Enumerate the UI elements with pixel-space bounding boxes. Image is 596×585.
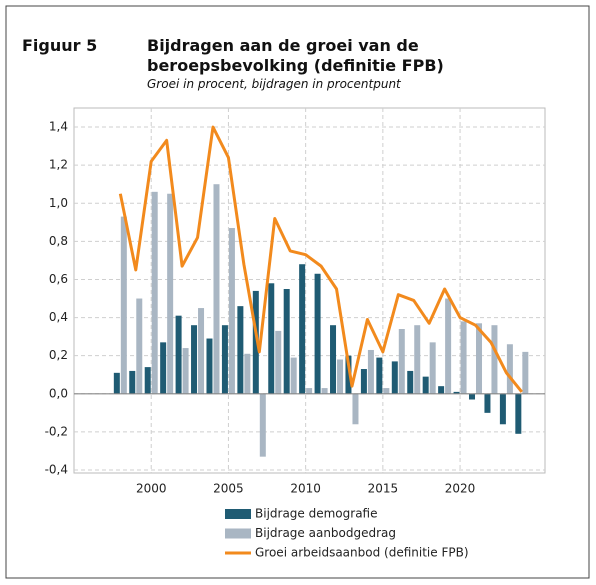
x-tick-label: 2015	[368, 482, 399, 496]
bar	[136, 298, 143, 394]
bar	[252, 290, 259, 394]
bar	[144, 367, 151, 394]
bar	[160, 342, 167, 394]
bar	[352, 393, 359, 425]
legend-swatch	[225, 509, 251, 519]
bar	[398, 329, 405, 394]
bar	[306, 388, 313, 394]
bar	[228, 228, 235, 394]
bar	[476, 323, 483, 394]
x-tick-label: 2005	[213, 482, 244, 496]
legend-label: Bijdrage demografie	[255, 507, 378, 521]
y-tick-label: 0,2	[49, 348, 68, 362]
legend-label: Bijdrage aanbodgedrag	[255, 526, 396, 540]
bar	[499, 393, 506, 425]
x-tick-label: 2020	[445, 482, 476, 496]
bar	[321, 388, 328, 394]
bar	[491, 325, 498, 394]
bar	[113, 372, 120, 394]
bar	[175, 315, 182, 394]
x-tick-label: 2000	[136, 482, 167, 496]
bar	[383, 388, 390, 394]
bar	[506, 344, 513, 394]
y-tick-label: 0,4	[49, 310, 68, 324]
bar	[290, 357, 297, 394]
bar	[206, 338, 213, 394]
y-tick-label: -0,2	[45, 424, 68, 438]
bar	[469, 393, 476, 400]
bar	[438, 386, 445, 394]
bar	[283, 289, 290, 394]
bar	[515, 393, 522, 434]
y-tick-label: 1,0	[49, 196, 68, 210]
bar	[337, 359, 344, 394]
chart-subtitle: Groei in procent, bijdragen in procentpu…	[147, 77, 401, 91]
bar	[167, 193, 174, 394]
bar	[345, 355, 352, 394]
bar	[129, 370, 136, 394]
chart-title: Bijdragen aan de groei van de beroepsbev…	[147, 36, 444, 75]
y-tick-label: -0,4	[45, 463, 68, 477]
bar	[453, 391, 460, 394]
bar	[407, 370, 414, 394]
legend-label: Groei arbeidsaanbod (definitie FPB)	[255, 546, 469, 560]
bar	[221, 325, 228, 394]
bar	[120, 216, 127, 394]
bar	[422, 376, 429, 394]
bar	[314, 273, 321, 394]
bar	[237, 306, 244, 394]
line	[118, 125, 524, 393]
x-tick-label: 2010	[290, 482, 321, 496]
bar	[275, 330, 282, 394]
y-tick-label: 0,0	[49, 386, 68, 400]
bar	[522, 351, 529, 394]
bar	[376, 357, 383, 394]
bar	[445, 298, 452, 394]
bar	[191, 325, 198, 394]
bar	[414, 325, 421, 394]
bar	[213, 184, 220, 394]
legend-swatch	[225, 528, 251, 539]
y-tick-label: 0,8	[49, 234, 68, 248]
bar	[259, 393, 266, 457]
bar	[244, 353, 251, 394]
bar	[268, 283, 275, 394]
bar	[460, 321, 467, 394]
bar	[330, 325, 337, 394]
bar	[429, 342, 436, 394]
bar	[484, 393, 491, 413]
y-tick-label: 1,2	[49, 158, 68, 172]
figure-label: Figuur 5	[22, 36, 98, 55]
plot-frame	[73, 107, 546, 474]
bar	[182, 348, 189, 394]
bar	[360, 369, 367, 394]
y-tick-label: 1,4	[49, 120, 68, 134]
bar	[391, 361, 398, 394]
y-tick-label: 0,6	[49, 272, 68, 286]
bar	[367, 349, 374, 394]
bar	[299, 264, 306, 394]
bar	[151, 191, 158, 394]
bar	[198, 308, 205, 394]
